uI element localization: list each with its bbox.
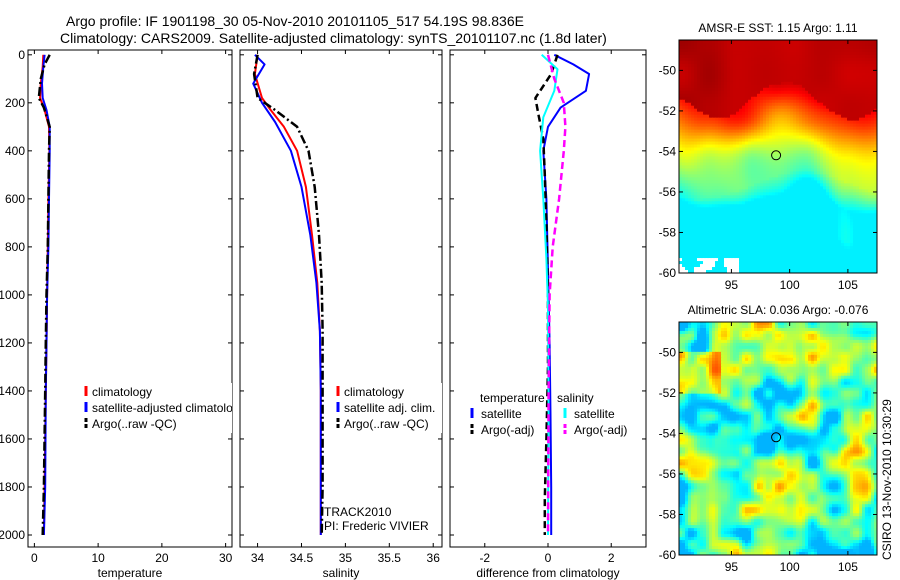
x-tick-label: 35 bbox=[339, 551, 353, 565]
legend-label: Argo(..raw -QC) bbox=[92, 417, 177, 431]
y-tick-label: -50 bbox=[659, 345, 677, 359]
x-axis-label: temperature bbox=[98, 566, 163, 580]
series-line-argo-raw-qc- bbox=[37, 54, 51, 536]
legend-label: Argo(..raw -QC) bbox=[344, 417, 429, 431]
x-tick-label: 36 bbox=[427, 551, 441, 565]
x-tick-label: 30 bbox=[219, 551, 233, 565]
argo-float-marker bbox=[771, 150, 782, 161]
y-tick-label: 1800 bbox=[0, 480, 25, 494]
x-tick-label: 0 bbox=[31, 551, 38, 565]
legend-label: satellite adj. clim. bbox=[344, 401, 435, 415]
legend-label: Argo(-adj) bbox=[574, 423, 627, 437]
x-tick-label: 34 bbox=[251, 551, 265, 565]
y-tick-label: -54 bbox=[659, 144, 677, 158]
x-tick-label: 95 bbox=[725, 560, 739, 574]
map-title: Altimetric SLA: 0.036 Argo: -0.076 bbox=[688, 303, 869, 317]
side-timestamp: CSIRO 13-Nov-2010 10:30:29 bbox=[880, 399, 894, 560]
x-axis-label: difference from climatology bbox=[476, 566, 619, 580]
legend-label: satellite bbox=[574, 407, 615, 421]
series-line-satellite-adj-clim- bbox=[252, 54, 322, 535]
y-tick-label: -56 bbox=[659, 467, 677, 481]
x-tick-label: 20 bbox=[155, 551, 169, 565]
x-tick-label: 0 bbox=[545, 551, 552, 565]
map-title: AMSR-E SST: 1.15 Argo: 1.11 bbox=[698, 21, 858, 35]
y-tick-label: -54 bbox=[659, 426, 677, 440]
map-frame bbox=[678, 39, 878, 274]
legend-label: climatology bbox=[344, 385, 404, 399]
map-field bbox=[679, 322, 877, 555]
y-tick-label: -60 bbox=[659, 266, 677, 280]
sla-map-panel: Altimetric SLA: 0.036 Argo: -0.076 -50 -52… bbox=[659, 303, 878, 574]
x-tick-label: 105 bbox=[838, 278, 858, 292]
y-tick-label: -52 bbox=[659, 386, 677, 400]
x-tick-label: 105 bbox=[838, 560, 858, 574]
y-tick-label: -58 bbox=[659, 507, 677, 521]
series-line-argo-raw-qc- bbox=[252, 54, 324, 536]
legend-label: climatology bbox=[92, 385, 152, 399]
y-tick-label: 400 bbox=[5, 144, 25, 158]
x-tick-label: 10 bbox=[91, 551, 105, 565]
y-tick-label: -50 bbox=[659, 63, 677, 77]
y-tick-label: 1200 bbox=[0, 336, 25, 350]
figure-title-line1: Argo profile: IF 1901198_30 05-Nov-2010 … bbox=[66, 13, 524, 29]
y-tick-label: -52 bbox=[659, 104, 677, 118]
legend-label: Argo(-adj) bbox=[481, 423, 534, 437]
y-tick-label: 600 bbox=[5, 192, 25, 206]
annotation-line: TRACK2010 bbox=[324, 505, 392, 519]
x-tick-label: 34.5 bbox=[290, 551, 314, 565]
y-tick-label: -60 bbox=[659, 548, 677, 562]
y-tick-label: 200 bbox=[5, 96, 25, 110]
salinity-panel: 34 34.5 35 35.5 36 salinity climatology satelli… bbox=[239, 49, 443, 580]
x-tick-label: 100 bbox=[780, 560, 800, 574]
plot-frame bbox=[27, 49, 233, 548]
map-frame bbox=[678, 321, 878, 556]
map-field bbox=[679, 40, 877, 273]
y-tick-label: 2000 bbox=[0, 528, 25, 542]
y-tick-label: 1400 bbox=[0, 384, 25, 398]
legend-label: satellite-adjusted climatology bbox=[92, 401, 245, 415]
sst-map-panel: AMSR-E SST: 1.15 Argo: 1.11 -50 -52 -54 -56 -… bbox=[659, 21, 878, 292]
series-line-temperature-argo-adj- bbox=[534, 54, 559, 535]
series-line-climatology bbox=[253, 54, 322, 535]
legend: climatology satellite-adjusted climatolog… bbox=[80, 383, 245, 433]
x-tick-label: 100 bbox=[780, 278, 800, 292]
legend-group-title: temperature bbox=[480, 391, 545, 405]
y-tick-label: -56 bbox=[659, 185, 677, 199]
y-tick-label: 0 bbox=[18, 48, 25, 62]
legend-label: satellite bbox=[481, 407, 522, 421]
y-tick-label: 1000 bbox=[0, 288, 25, 302]
annotation-line: PI: Frederic VIVIER bbox=[324, 519, 429, 533]
argo-float-marker bbox=[771, 432, 782, 443]
series-line-salinity-argo-adj- bbox=[546, 54, 567, 536]
temperature-panel: 0 200 400 600 800 1000 1200 1400 1600 1800 2000 0 10… bbox=[0, 48, 245, 580]
plot-frame bbox=[239, 49, 443, 548]
x-tick-label: 35.5 bbox=[378, 551, 402, 565]
y-tick-label: 800 bbox=[5, 240, 25, 254]
legend-group-title: salinity bbox=[557, 391, 594, 405]
figure-title-line2: Climatology: CARS2009. Satellite-adjuste… bbox=[60, 30, 607, 46]
x-tick-label: 2 bbox=[608, 551, 615, 565]
x-tick-label: 95 bbox=[725, 278, 739, 292]
y-tick-label: 1600 bbox=[0, 432, 25, 446]
y-tick-label: -58 bbox=[659, 225, 677, 239]
legend: climatology satellite adj. clim. Argo(..ra… bbox=[332, 383, 442, 433]
x-axis-label: salinity bbox=[323, 566, 360, 580]
x-tick-label: -2 bbox=[479, 551, 490, 565]
legend: temperature satellite Argo(-adj) salinity sa… bbox=[470, 391, 627, 437]
